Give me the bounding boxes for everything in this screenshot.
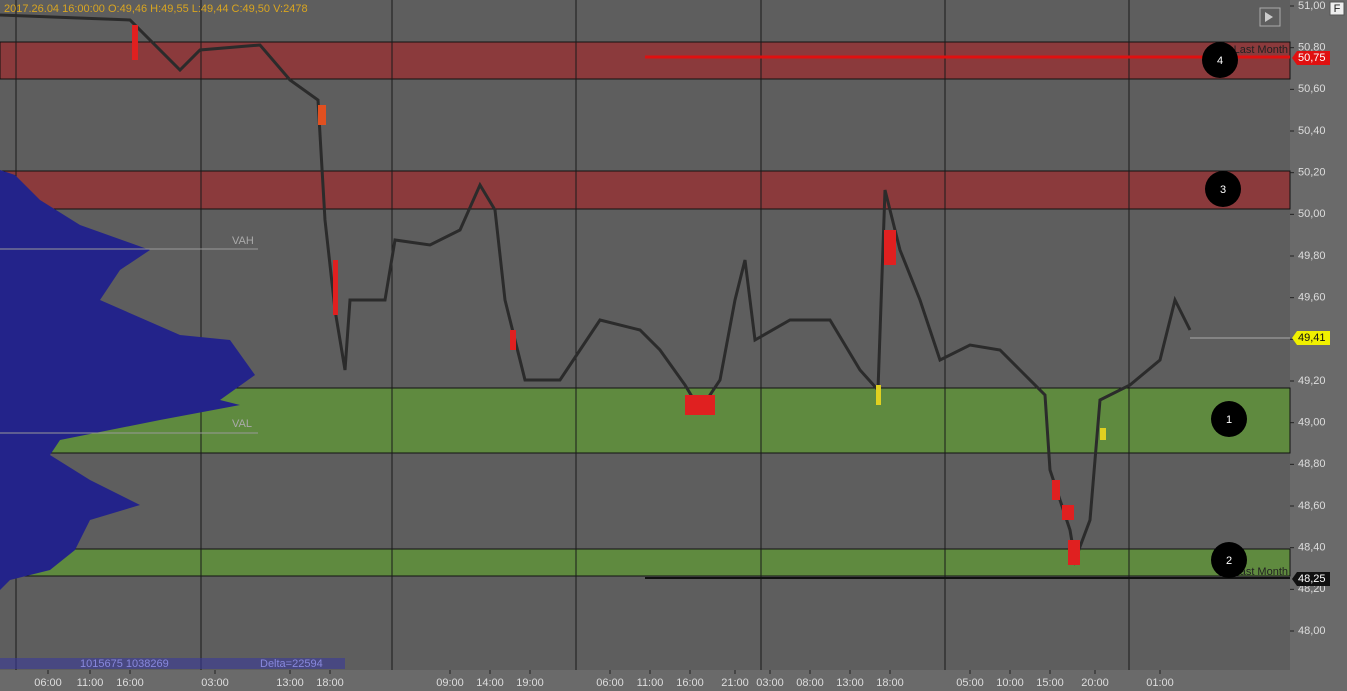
time-tick-label: 06:00 xyxy=(34,677,62,689)
time-tick-label: 16:00 xyxy=(676,677,704,689)
footprint-cell xyxy=(1100,428,1106,440)
scroll-end-button[interactable] xyxy=(1259,7,1281,27)
price-tag-bg xyxy=(1292,51,1330,65)
time-tick-label: 13:00 xyxy=(836,677,864,689)
line-label: Last Month xyxy=(1234,44,1288,56)
zone-marker-label: 3 xyxy=(1220,184,1226,196)
price-tick-label: 48,00 xyxy=(1298,625,1326,637)
price-tick-label: 48,40 xyxy=(1298,542,1326,554)
price-tick-label: 51,00 xyxy=(1298,0,1326,12)
footprint-cell xyxy=(1052,480,1060,500)
footer-delta: Delta=22594 xyxy=(260,658,323,670)
price-tick-label: 49,80 xyxy=(1298,250,1326,262)
price-tag-bg xyxy=(1292,331,1330,345)
footprint-cell xyxy=(132,25,138,60)
zone-marker xyxy=(1211,542,1247,578)
time-axis: 06:00 11:00 16:00 03:00 13:00 18:00 09:00 14:00… xyxy=(34,670,1174,689)
f-button-label: F xyxy=(1334,3,1341,15)
time-tick-label: 03:00 xyxy=(756,677,784,689)
volume-profile xyxy=(0,170,255,590)
price-bars xyxy=(0,13,1192,566)
footprint-cell xyxy=(1062,505,1074,520)
footprint-cell xyxy=(685,395,715,415)
price-tag: 48,25 xyxy=(1298,573,1326,585)
support-zone xyxy=(0,548,1291,577)
time-tick-label: 16:00 xyxy=(116,677,144,689)
price-tick-label: 50,20 xyxy=(1298,167,1326,179)
zone-marker xyxy=(1205,171,1241,207)
val-label: VAL xyxy=(232,418,252,430)
footprint-cell xyxy=(876,385,881,405)
time-tick-label: 03:00 xyxy=(201,677,229,689)
price-tick-label: 49,60 xyxy=(1298,292,1326,304)
footprint-cell xyxy=(510,330,516,350)
zone-marker-label: 1 xyxy=(1226,414,1232,426)
time-tick-label: 01:00 xyxy=(1146,677,1174,689)
price-tick-label: 48,20 xyxy=(1298,583,1326,595)
time-tick-label: 18:00 xyxy=(316,677,344,689)
price-tick-label: 49,00 xyxy=(1298,417,1326,429)
time-tick-label: 15:00 xyxy=(1036,677,1064,689)
zone-marker-label: 4 xyxy=(1217,55,1223,67)
time-tick-label: 10:00 xyxy=(996,677,1024,689)
footer-volumes: 1015675 1038269 xyxy=(80,658,169,670)
time-tick-label: 21:00 xyxy=(721,677,749,689)
zone-markers: 1 2 3 4 xyxy=(1202,42,1247,578)
price-tags: 50,75 49,41 48,25 xyxy=(1292,51,1330,586)
f-button[interactable] xyxy=(1329,1,1345,16)
resistance-zone xyxy=(0,41,1291,80)
resistance-zone xyxy=(0,170,1291,210)
price-tick-label: 50,60 xyxy=(1298,83,1326,95)
time-tick-label: 08:00 xyxy=(796,677,824,689)
price-tick-label: 50,40 xyxy=(1298,125,1326,137)
time-tick-label: 19:00 xyxy=(516,677,544,689)
footprint-cell xyxy=(333,260,338,315)
price-tick-label: 48,80 xyxy=(1298,458,1326,470)
time-tick-label: 13:00 xyxy=(276,677,304,689)
price-tick-label: 48,60 xyxy=(1298,500,1326,512)
vah-label: VAH xyxy=(232,235,254,247)
ohlc-info: 2017.26.04 16:00:00 O:49,46 H:49,55 L:49… xyxy=(4,3,308,15)
time-tick-label: 18:00 xyxy=(876,677,904,689)
time-tick-label: 05:00 xyxy=(956,677,984,689)
price-tick-label: 50,80 xyxy=(1298,42,1326,54)
footprint-cell xyxy=(884,230,896,265)
button-icon xyxy=(1265,12,1273,22)
price-tag: 50,75 xyxy=(1298,52,1326,64)
zone-marker xyxy=(1211,401,1247,437)
price-tick-label: 50,00 xyxy=(1298,208,1326,220)
time-tick-label: 11:00 xyxy=(637,677,664,689)
time-axis-panel xyxy=(0,670,1290,691)
time-tick-label: 11:00 xyxy=(77,677,104,689)
time-tick-label: 14:00 xyxy=(476,677,504,689)
line-label: Last Month xyxy=(1234,566,1288,578)
footprint-cell xyxy=(1068,540,1080,565)
price-tag-bg xyxy=(1292,572,1330,586)
price-tag: 49,41 xyxy=(1298,332,1326,344)
zone-marker-label: 2 xyxy=(1226,555,1232,567)
zone-marker xyxy=(1202,42,1238,78)
time-tick-label: 20:00 xyxy=(1081,677,1109,689)
footprint-highlights xyxy=(132,25,1106,565)
time-tick-label: 06:00 xyxy=(596,677,624,689)
price-tick-label: 49,20 xyxy=(1298,375,1326,387)
footprint-cell xyxy=(318,105,326,125)
time-tick-label: 09:00 xyxy=(436,677,464,689)
footer-bar xyxy=(0,658,345,669)
